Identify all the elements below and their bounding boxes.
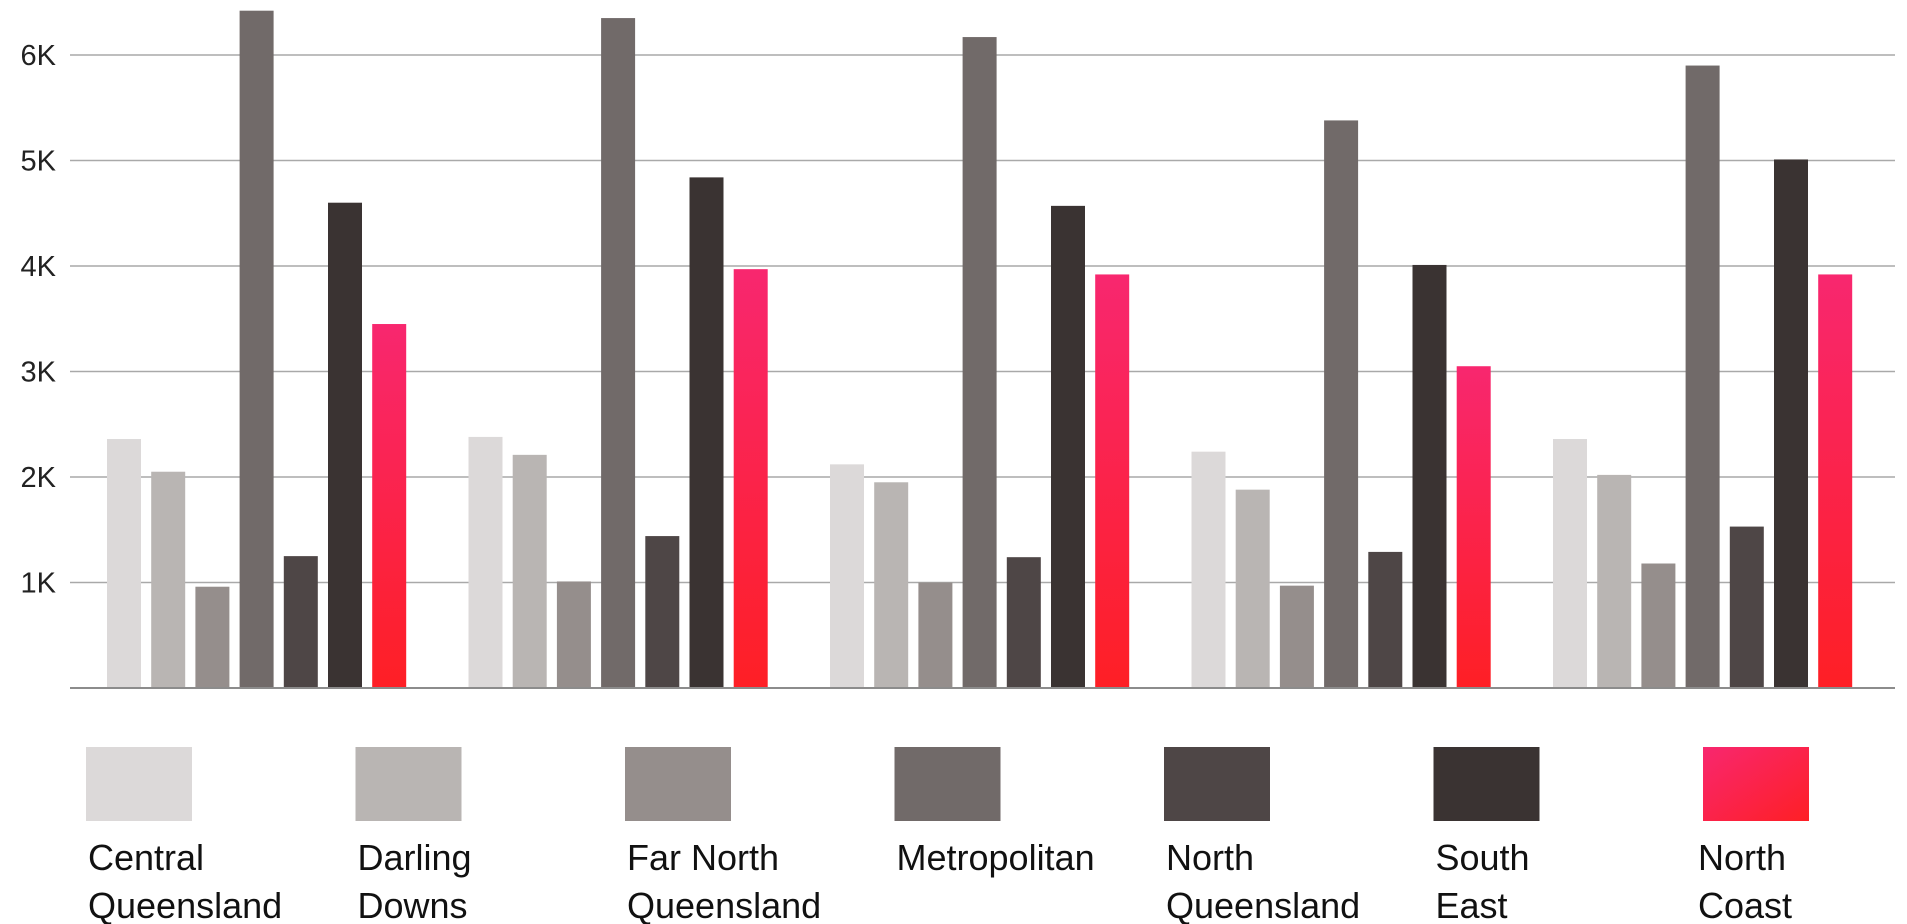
bar-far-north-queensland [195,586,230,688]
legend-label-line: Queensland [88,885,282,924]
y-tick-label: 6K [21,40,57,72]
legend-label-line: East [1436,885,1508,924]
bar-far-north-queensland [556,581,591,688]
bar-north-queensland [1006,557,1041,688]
legend-label-line: Central [88,837,204,878]
bar-central-queensland [1553,439,1587,688]
bar-south-east [689,177,724,688]
bar-metropolitan [962,37,997,688]
bar-metropolitan [1324,120,1359,688]
y-tick-label: 1K [21,568,57,600]
bar-south-east [1412,264,1447,688]
bar-south-east [1051,205,1085,689]
legend-label-darling-downs: Darling Downs [358,837,472,924]
bar-central-queensland [107,439,141,688]
legend-label-metropolitan: Metropolitan [897,837,1095,878]
bar-central-queensland [1191,451,1226,688]
bars [107,10,1853,689]
legend-label-line: South [1436,837,1530,878]
legend-label-line: Queensland [627,885,821,924]
bar-north-coast [1456,366,1491,688]
legend-label-line: North [1166,837,1254,878]
legend-label-line: Coast [1698,885,1792,924]
legend-swatch-darling-downs [355,747,462,821]
legend-label-line: Far North [627,837,779,878]
bar-north-coast [1095,274,1130,688]
bar-darling-downs [1597,474,1632,688]
bar-darling-downs [874,482,909,688]
legend-swatch-north-queensland [1164,747,1270,821]
legend-swatch-central-queensland [86,747,192,821]
y-tick-label: 3K [21,357,57,389]
y-tick-label: 2K [21,462,57,494]
bar-darling-downs [512,454,547,688]
bar-north-coast [372,324,407,688]
legend-label-central-queensland: Central Queensland [88,837,282,924]
legend-swatch-north-coast [1703,747,1809,821]
bar-metropolitan [239,10,274,688]
legend-label-line: Metropolitan [897,837,1095,878]
bar-metropolitan [601,18,636,688]
legend: Central Queensland Darling Downs Far North Qu… [86,747,1809,924]
legend-label-north-queensland: North Queensland [1166,837,1360,924]
bar-far-north-queensland [1279,585,1314,688]
bar-central-queensland [468,436,503,688]
y-tick-label: 4K [21,251,57,283]
legend-label-line: Darling [358,837,472,878]
bar-central-queensland [830,464,864,688]
legend-label-line: Queensland [1166,885,1360,924]
bar-north-queensland [1729,526,1764,688]
y-axis-ticks: 1K 2K 3K 4K 5K 6K [21,40,57,600]
bar-south-east [1774,159,1808,688]
y-tick-label: 5K [21,146,57,178]
legend-label-south-east: South East [1436,837,1530,924]
bar-far-north-queensland [918,582,953,688]
bar-darling-downs [1235,489,1270,688]
bar-north-queensland [1368,551,1403,688]
bar-north-coast [733,269,768,688]
bar-south-east [328,202,362,688]
bar-north-queensland [283,556,318,688]
legend-swatch-south-east [1433,747,1540,821]
bar-north-queensland [645,536,680,688]
bar-north-coast [1818,274,1853,688]
bar-far-north-queensland [1641,563,1676,688]
bar-darling-downs [151,471,186,688]
legend-label-north-coast: North Coast [1698,837,1792,924]
legend-label-line: Downs [358,885,468,924]
bar-metropolitan [1685,65,1720,689]
legend-label-far-north-queensland: Far North Queensland [627,837,821,924]
legend-label-line: North [1698,837,1786,878]
legend-swatch-far-north-queensland [625,747,731,821]
legend-swatch-metropolitan [894,747,1001,821]
